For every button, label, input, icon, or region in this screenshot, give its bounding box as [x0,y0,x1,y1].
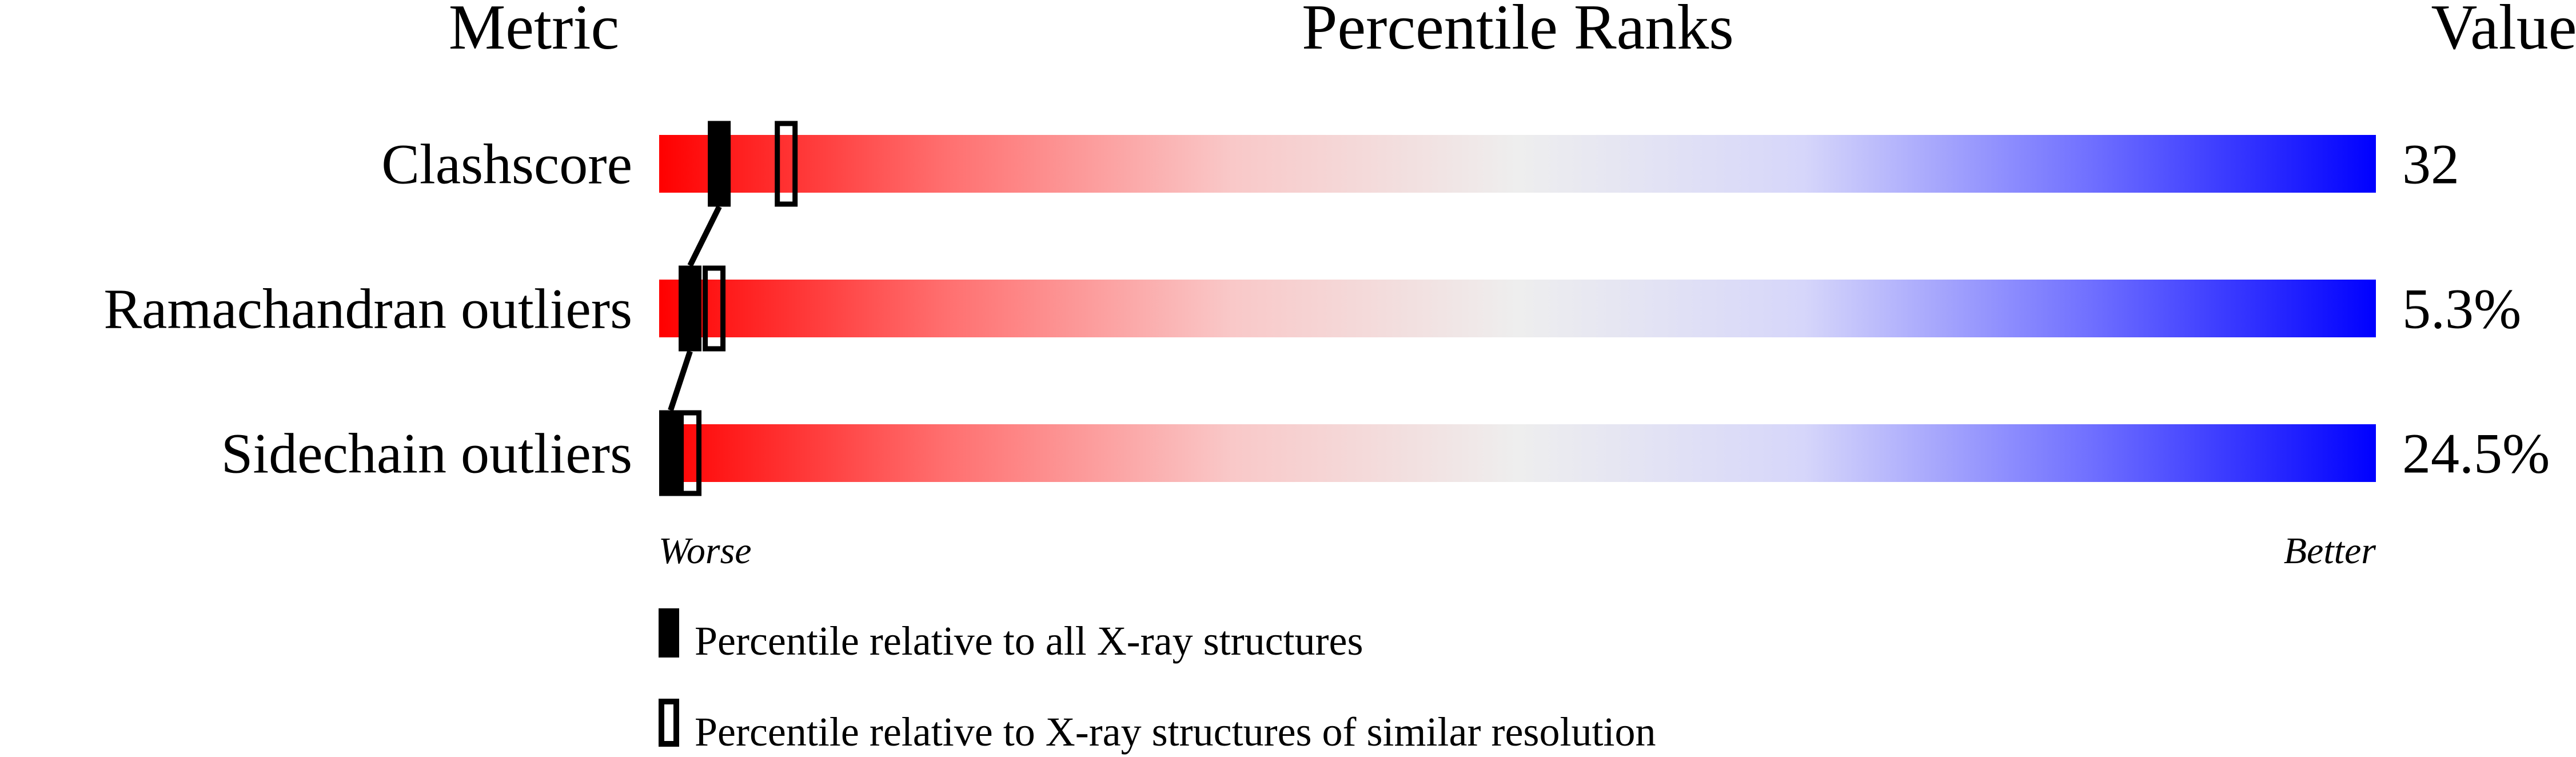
legend-label-all: Percentile relative to all X-ray structu… [695,618,1363,664]
legend-label-similar: Percentile relative to X-ray structures … [695,709,1656,755]
connector-line [668,350,693,412]
legend: Percentile relative to all X-ray structu… [659,608,1656,755]
metric-label: Ramachandran outliers [103,277,632,341]
header-value: Value [2431,0,2576,63]
axis-label-better: Better [2284,530,2376,572]
metric-value: 5.3% [2402,277,2521,341]
marker-all-structures [708,121,731,207]
marker-all-structures [659,410,682,496]
percentile-bar [659,280,2376,337]
metric-value: 24.5% [2402,422,2550,485]
marker-similar-resolution [775,121,798,207]
legend-marker-filled [659,608,679,658]
metric-value: 32 [2402,133,2459,196]
axis-label-worse: Worse [659,530,752,572]
marker-all-structures [679,265,702,352]
marker-similar-resolution [703,265,726,352]
header-percentile: Percentile Ranks [1302,0,1734,63]
metric-label: Clashscore [381,133,632,196]
connector-line [687,205,722,267]
percentile-bar [659,424,2376,482]
header-metric: Metric [449,0,620,63]
percentile-bar [659,135,2376,193]
metric-label: Sidechain outliers [221,422,632,485]
legend-marker-open [659,699,679,747]
